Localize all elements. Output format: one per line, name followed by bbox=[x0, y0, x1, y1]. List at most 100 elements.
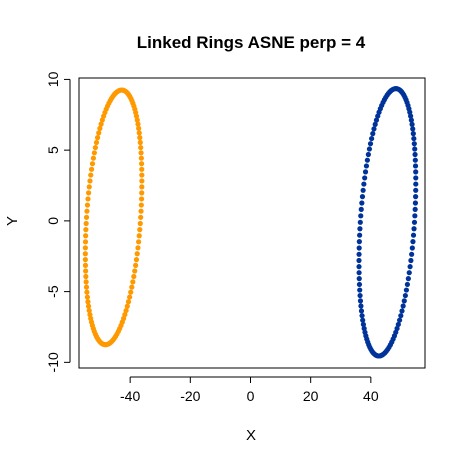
data-point bbox=[360, 321, 367, 328]
data-point bbox=[87, 312, 93, 318]
data-point bbox=[362, 175, 368, 181]
data-point bbox=[139, 178, 145, 184]
data-point bbox=[357, 219, 363, 225]
x-tick-label: 40 bbox=[363, 388, 379, 404]
data-point bbox=[357, 287, 363, 293]
y-tick-label: -10 bbox=[45, 352, 61, 372]
data-point bbox=[401, 298, 407, 304]
x-tick-label: -20 bbox=[180, 388, 200, 404]
data-point bbox=[87, 178, 93, 184]
data-point bbox=[84, 202, 91, 208]
data-point bbox=[362, 169, 369, 175]
data-point bbox=[124, 303, 130, 309]
data-point bbox=[411, 135, 417, 142]
data-point bbox=[410, 131, 416, 137]
data-point bbox=[86, 184, 92, 190]
data-point bbox=[134, 117, 140, 123]
data-point bbox=[365, 151, 371, 158]
data-point bbox=[396, 317, 403, 323]
data-point bbox=[98, 121, 104, 127]
data-point bbox=[413, 181, 419, 187]
data-point bbox=[139, 172, 145, 178]
data-point bbox=[359, 194, 366, 200]
y-axis-label: Y bbox=[4, 216, 21, 226]
data-point bbox=[83, 268, 89, 274]
data-point bbox=[85, 190, 92, 196]
data-point bbox=[413, 194, 419, 200]
data-point bbox=[89, 161, 96, 167]
data-point bbox=[410, 232, 417, 238]
data-point bbox=[85, 196, 91, 202]
data-point bbox=[137, 135, 143, 141]
data-point bbox=[83, 233, 89, 239]
data-point bbox=[123, 307, 129, 314]
data-point bbox=[138, 144, 144, 151]
data-point bbox=[131, 273, 137, 280]
data-point bbox=[97, 125, 103, 132]
data-point bbox=[83, 279, 89, 285]
data-point bbox=[412, 200, 419, 206]
data-point bbox=[357, 232, 363, 238]
data-point bbox=[358, 213, 364, 219]
data-point bbox=[413, 175, 419, 181]
data-point bbox=[125, 299, 132, 305]
data-point bbox=[360, 187, 366, 193]
data-point bbox=[358, 303, 364, 309]
data-point bbox=[138, 202, 144, 208]
data-point bbox=[129, 284, 135, 290]
data-point bbox=[411, 219, 418, 225]
data-point bbox=[394, 325, 400, 332]
data-point bbox=[358, 206, 364, 212]
data-point bbox=[359, 313, 365, 319]
data-point bbox=[84, 208, 90, 214]
data-point bbox=[412, 163, 419, 169]
data-point bbox=[91, 150, 97, 156]
y-tick-label: 5 bbox=[45, 146, 61, 154]
x-tick-label: -40 bbox=[120, 388, 140, 404]
data-point bbox=[411, 226, 417, 232]
data-point bbox=[408, 257, 414, 264]
data-point bbox=[90, 155, 96, 161]
data-point bbox=[357, 226, 363, 232]
data-point bbox=[403, 287, 410, 293]
data-point bbox=[412, 206, 418, 212]
data-point bbox=[82, 245, 88, 251]
data-point bbox=[398, 313, 404, 319]
data-point bbox=[356, 264, 362, 270]
data-point bbox=[369, 135, 375, 142]
chart-title: Linked Rings ASNE perp = 4 bbox=[137, 33, 366, 52]
y-tick-label: 0 bbox=[45, 217, 61, 225]
data-point bbox=[83, 220, 89, 227]
data-point bbox=[138, 155, 144, 161]
data-point bbox=[93, 139, 100, 146]
data-point bbox=[356, 281, 363, 288]
data-point bbox=[356, 239, 362, 245]
data-point bbox=[127, 294, 133, 300]
data-point bbox=[138, 214, 144, 220]
data-point bbox=[85, 303, 92, 309]
data-point bbox=[88, 166, 95, 172]
data-point bbox=[138, 196, 145, 202]
data-point bbox=[413, 187, 419, 193]
data-point bbox=[85, 299, 91, 305]
data-point bbox=[122, 312, 128, 318]
data-point bbox=[363, 163, 370, 169]
data-point bbox=[357, 298, 364, 304]
data-point bbox=[412, 151, 418, 158]
data-point bbox=[137, 220, 143, 227]
data-point bbox=[356, 245, 362, 251]
data-point bbox=[99, 117, 105, 123]
data-point bbox=[139, 184, 145, 190]
x-tick-label: 20 bbox=[303, 388, 319, 404]
data-point bbox=[411, 141, 417, 147]
data-point bbox=[135, 121, 141, 127]
data-point bbox=[361, 181, 367, 187]
data-point bbox=[409, 121, 415, 127]
x-tick-label: 0 bbox=[247, 388, 255, 404]
data-point bbox=[130, 279, 136, 285]
data-point bbox=[410, 239, 416, 245]
data-point bbox=[409, 245, 415, 251]
data-point bbox=[84, 289, 90, 295]
data-point bbox=[82, 239, 89, 245]
